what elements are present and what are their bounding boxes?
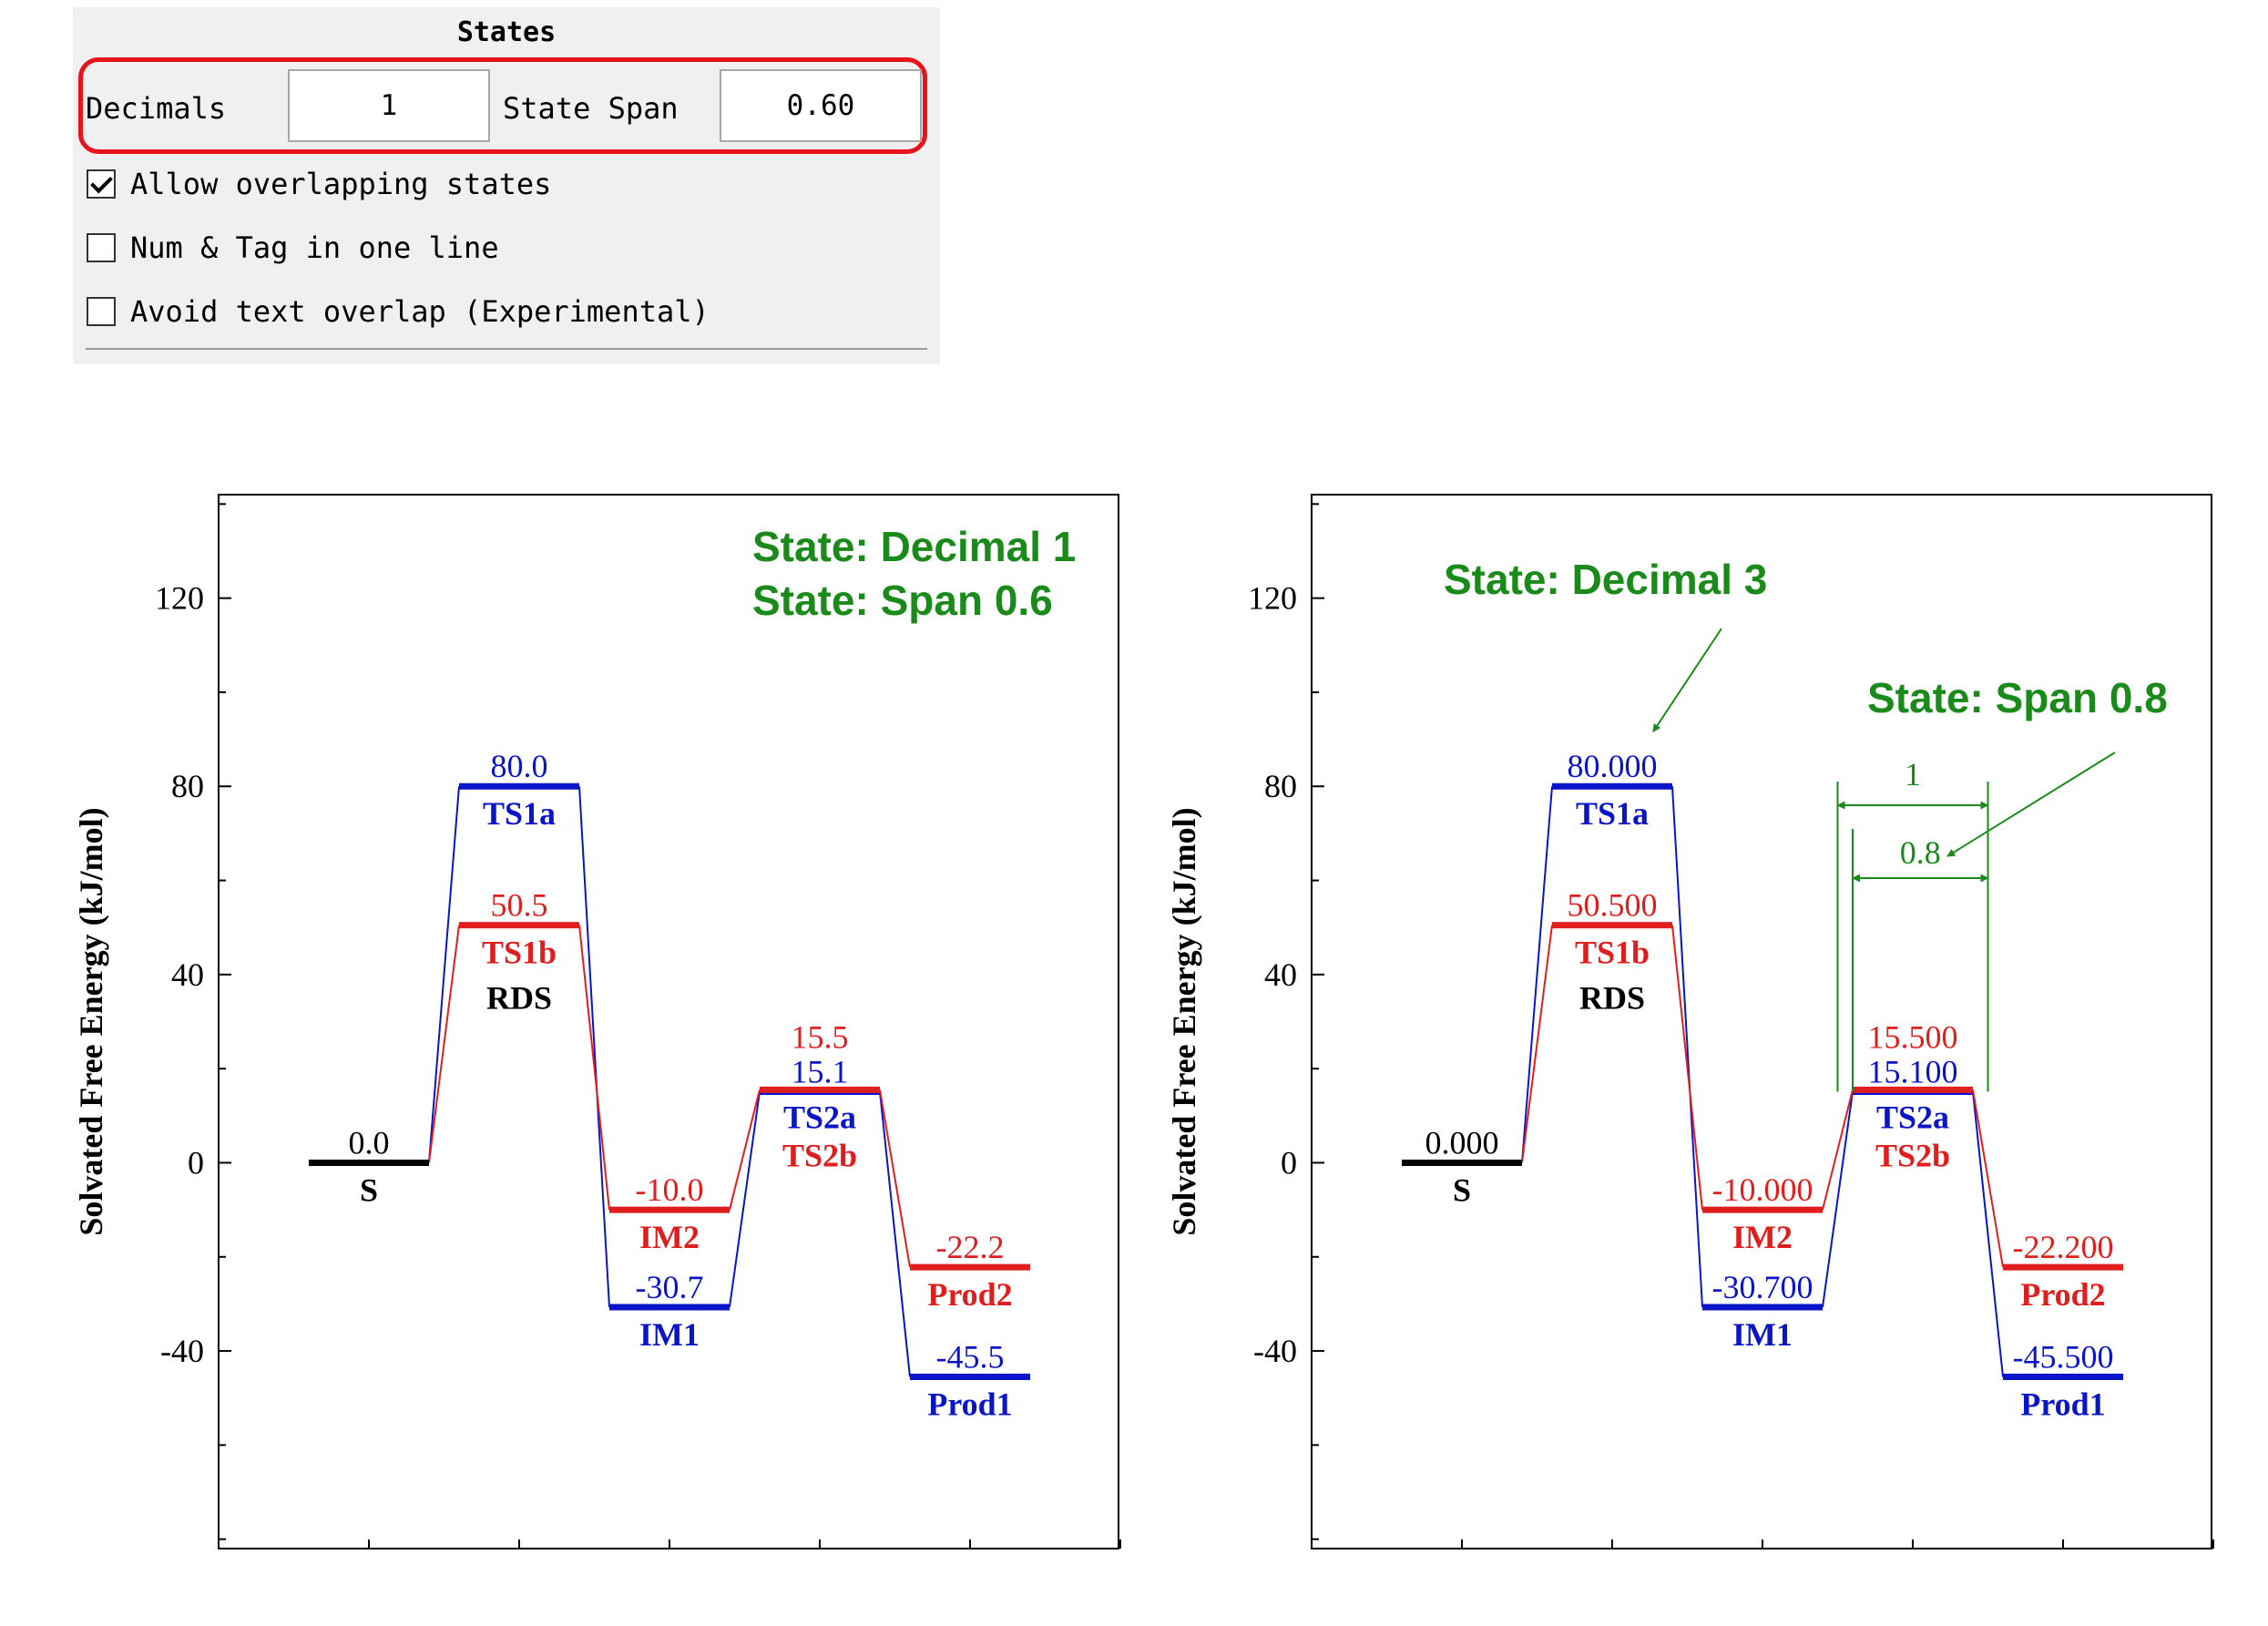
red-pathway-connector xyxy=(428,925,460,1163)
y-tick-label: -40 xyxy=(160,1333,204,1369)
red-pathway-connector xyxy=(1972,1089,2004,1268)
state-label-Prod2: Prod2 xyxy=(927,1276,1012,1313)
state-label-TS2b: TS2b xyxy=(1875,1137,1950,1173)
separator xyxy=(86,348,927,350)
blue-pathway-connector xyxy=(729,1091,761,1308)
state-label-IM2: IM2 xyxy=(1732,1219,1793,1255)
state-label-TS1b: TS1b xyxy=(1575,935,1650,971)
num-tag-one-line-option[interactable]: Num & Tag in one line xyxy=(87,230,499,266)
chart-1: -40 0 40 80 120 Solvated Free Energy (kJ/mol)… xyxy=(73,494,1121,1549)
y-tick-label: 0 xyxy=(1281,1144,1297,1181)
y-axis-label: Solvated Free Energy (kJ/mol) xyxy=(1166,807,1202,1235)
value-label-TS1b: 50.5 xyxy=(491,887,548,924)
value-label-S: 0.000 xyxy=(1425,1124,1499,1161)
blue-pathway-connector xyxy=(1671,786,1703,1308)
blue-pathway-connector xyxy=(578,786,610,1308)
annotation-span-arrow xyxy=(1946,752,2116,857)
red-pathway-connector xyxy=(729,1089,761,1211)
value-label-S: 0.0 xyxy=(349,1124,390,1161)
red-pathway-connector xyxy=(1521,925,1553,1163)
decimals-label: Decimals xyxy=(86,91,227,126)
annotation-decimal-arrow xyxy=(1652,628,1722,732)
state-label-TS2a: TS2a xyxy=(1876,1099,1949,1135)
state-label-TS1a: TS1a xyxy=(483,795,556,832)
annotation-span: State: Span 0.6 xyxy=(752,577,1053,624)
avoid-text-overlap-option[interactable]: Avoid text overlap (Experimental) xyxy=(87,293,710,330)
dimension-label-span: 0.8 xyxy=(1900,834,1941,871)
state-label-IM1: IM1 xyxy=(1732,1316,1793,1353)
panel-title: States xyxy=(456,16,557,48)
y-tick-label: 80 xyxy=(1264,768,1297,804)
y-tick-label: 0 xyxy=(188,1144,204,1181)
allow-overlap-option[interactable]: Allow overlapping states xyxy=(87,166,551,202)
state-label-IM2: IM2 xyxy=(639,1219,700,1255)
value-label-TS2a: 15.100 xyxy=(1868,1053,1958,1089)
y-tick-label: 80 xyxy=(171,768,204,804)
state-span-label: State Span xyxy=(503,91,679,126)
state-label-TS2b: TS2b xyxy=(782,1137,857,1173)
allow-overlap-checkbox[interactable] xyxy=(87,169,116,199)
avoid-text-overlap-label: Avoid text overlap (Experimental) xyxy=(130,294,710,329)
decimals-input[interactable]: 1 xyxy=(288,69,490,142)
value-label-Prod1: -45.5 xyxy=(936,1338,1005,1375)
blue-pathway-connector xyxy=(1521,786,1553,1163)
state-label-TS1b: TS1b xyxy=(482,935,557,971)
states-settings-panel: States Decimals 1 State Span 0.60 Allow … xyxy=(73,7,940,364)
y-tick-label: 120 xyxy=(155,580,204,617)
state-label-Prod2: Prod2 xyxy=(2020,1276,2105,1313)
blue-pathway-connector xyxy=(428,786,460,1163)
avoid-text-overlap-checkbox[interactable] xyxy=(87,297,116,326)
value-label-IM2: -10.000 xyxy=(1712,1171,1813,1208)
value-label-Prod2: -22.200 xyxy=(2013,1229,2114,1265)
blue-pathway-connector xyxy=(1972,1091,2004,1377)
state-label-Prod1: Prod1 xyxy=(2020,1386,2105,1422)
state-label-TS2a: TS2a xyxy=(783,1099,856,1135)
chart-2: -40 0 40 80 120 Solvated Free Energy (kJ/mol)… xyxy=(1166,494,2214,1549)
num-tag-one-line-label: Num & Tag in one line xyxy=(130,230,499,265)
value-label-IM1: -30.700 xyxy=(1712,1269,1813,1305)
allow-overlap-label: Allow overlapping states xyxy=(130,167,552,201)
blue-pathway-connector xyxy=(879,1091,911,1377)
state-span-input[interactable]: 0.60 xyxy=(720,69,922,142)
value-label-TS1a: 80.0 xyxy=(491,748,548,784)
state-label-IM1: IM1 xyxy=(639,1316,700,1353)
value-label-TS2a: 15.1 xyxy=(792,1053,849,1089)
red-pathway-connector xyxy=(879,1089,911,1268)
state-label-Prod1: Prod1 xyxy=(927,1386,1012,1422)
red-pathway-connector xyxy=(1671,925,1703,1211)
num-tag-one-line-checkbox[interactable] xyxy=(87,233,116,262)
value-label-TS2b: 15.5 xyxy=(792,1018,849,1055)
value-label-Prod1: -45.500 xyxy=(2013,1338,2114,1375)
annotation-span: State: Span 0.8 xyxy=(1867,674,2168,721)
state-label-S: S xyxy=(360,1171,378,1208)
highlight-box xyxy=(78,57,927,154)
state-sublabel-TS1b: RDS xyxy=(486,980,552,1017)
state-sublabel-TS1b: RDS xyxy=(1579,980,1645,1017)
red-pathway-connector xyxy=(578,925,610,1211)
value-label-TS1a: 80.000 xyxy=(1568,748,1658,784)
red-pathway-connector xyxy=(1822,1089,1854,1211)
value-label-Prod2: -22.2 xyxy=(936,1229,1005,1265)
blue-pathway-connector xyxy=(1822,1091,1854,1308)
value-label-TS1b: 50.500 xyxy=(1568,887,1658,924)
state-label-TS1a: TS1a xyxy=(1576,795,1649,832)
dimension-label-full: 1 xyxy=(1905,756,1921,793)
y-tick-label: 40 xyxy=(171,956,204,993)
state-label-S: S xyxy=(1453,1171,1471,1208)
value-label-IM1: -30.7 xyxy=(636,1269,704,1305)
y-axis-label: Solvated Free Energy (kJ/mol) xyxy=(73,807,109,1235)
y-tick-label: 120 xyxy=(1248,580,1297,617)
annotation-decimal: State: Decimal 1 xyxy=(752,523,1076,570)
value-label-TS2b: 15.500 xyxy=(1868,1018,1958,1055)
value-label-IM2: -10.0 xyxy=(636,1171,704,1208)
y-tick-label: 40 xyxy=(1264,956,1297,993)
y-tick-label: -40 xyxy=(1253,1333,1297,1369)
annotation-decimal: State: Decimal 3 xyxy=(1444,556,1767,603)
